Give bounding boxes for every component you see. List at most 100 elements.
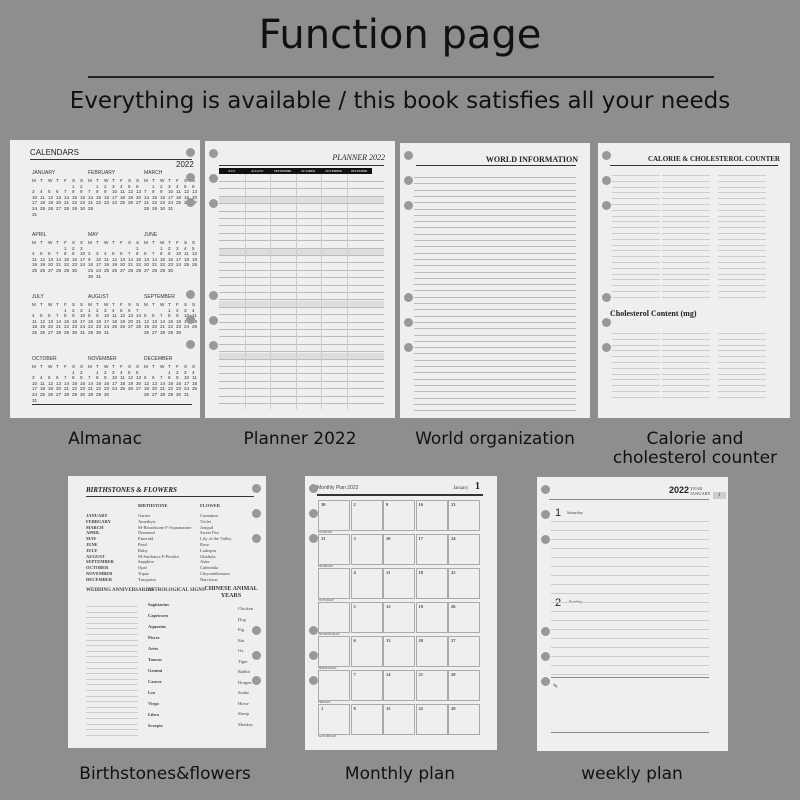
day: 7 bbox=[160, 313, 163, 319]
calorie-row bbox=[612, 227, 660, 229]
calorie-row bbox=[612, 285, 660, 287]
weekday: S bbox=[136, 240, 140, 245]
day: 20 bbox=[152, 324, 158, 330]
calorie-row bbox=[718, 175, 766, 176]
day: 20 bbox=[120, 262, 126, 268]
calorie-row bbox=[662, 273, 710, 275]
weekday-label: SUNDAY bbox=[318, 530, 333, 534]
planner-row bbox=[219, 388, 384, 390]
day: 5 bbox=[144, 375, 147, 381]
day: 14 bbox=[88, 380, 94, 386]
day-number: 8 bbox=[353, 706, 356, 711]
planner-row bbox=[219, 336, 384, 338]
binder-hole bbox=[541, 627, 550, 636]
day: 18 bbox=[184, 256, 190, 262]
flower: Carnation bbox=[200, 513, 218, 518]
day: 22 bbox=[168, 324, 174, 330]
day: 17 bbox=[32, 200, 38, 206]
day: 25 bbox=[192, 324, 198, 330]
binder-hole bbox=[186, 173, 195, 182]
calorie-row bbox=[612, 238, 660, 240]
weekday: F bbox=[120, 178, 123, 183]
day: 27 bbox=[128, 324, 134, 330]
day: 22 bbox=[72, 386, 78, 392]
day: 27 bbox=[152, 391, 158, 397]
day: 25 bbox=[120, 200, 126, 206]
weekday: T bbox=[40, 178, 43, 183]
world-row bbox=[414, 328, 576, 330]
day: 5 bbox=[128, 183, 131, 189]
weekday: S bbox=[72, 302, 76, 307]
binder-hole bbox=[602, 176, 611, 185]
calorie-row bbox=[612, 233, 660, 234]
flower: Violet bbox=[200, 518, 211, 524]
weekday: S bbox=[184, 302, 188, 307]
anniversary-row bbox=[86, 611, 138, 613]
calorie-label: Calorie and cholesterol counter bbox=[590, 430, 800, 468]
day: 13 bbox=[136, 375, 142, 381]
binder-hole bbox=[404, 293, 413, 302]
weekday: S bbox=[136, 178, 140, 183]
calorie-row bbox=[718, 198, 766, 200]
calorie-row bbox=[612, 221, 660, 223]
monthly-month: January bbox=[453, 486, 469, 491]
day-number: 30 bbox=[321, 502, 326, 507]
day-number: 24 bbox=[451, 536, 456, 541]
day: 29 bbox=[96, 391, 102, 397]
calorie-row bbox=[662, 244, 710, 246]
day: 10 bbox=[80, 251, 86, 257]
day: 23 bbox=[88, 267, 94, 273]
binder-hole bbox=[404, 176, 413, 185]
weekday: S bbox=[192, 364, 196, 369]
weekday: S bbox=[72, 178, 76, 183]
day-number: 17 bbox=[418, 536, 424, 541]
day: 27 bbox=[56, 391, 62, 397]
day: 8 bbox=[152, 189, 155, 195]
month-calendar: NOVEMBER M T W T F S S 1 2 3 4 5 6 7 8 9 10 11 12 13 14 15 16 17… bbox=[88, 356, 144, 398]
day: 5 bbox=[112, 251, 115, 257]
day: 22 bbox=[64, 262, 70, 268]
month-name: OCTOBER bbox=[32, 356, 57, 362]
world-row bbox=[414, 214, 576, 216]
day-cell: 19 bbox=[415, 602, 448, 633]
month-name: AUGUST bbox=[88, 294, 109, 300]
planner-month: DECEMBER bbox=[351, 169, 368, 173]
day: 22 bbox=[96, 200, 102, 206]
calorie-row bbox=[662, 186, 710, 188]
day: 20 bbox=[152, 386, 158, 392]
flower: Narcissus bbox=[200, 576, 218, 582]
world-row bbox=[414, 208, 576, 210]
weekday-label: SATURDAY bbox=[318, 734, 337, 738]
day: 19 bbox=[40, 324, 46, 330]
day: 19 bbox=[40, 262, 46, 268]
cholesterol-row bbox=[662, 385, 710, 387]
day: 14 bbox=[152, 256, 158, 262]
month-tab[interactable]: 1 bbox=[713, 492, 726, 499]
weekday: T bbox=[112, 240, 115, 245]
chinese-animal: Dragon bbox=[238, 679, 252, 685]
astrological-sign: Virgo bbox=[148, 701, 159, 706]
binder-hole bbox=[541, 510, 550, 519]
weekday: M bbox=[88, 178, 92, 183]
monthly-label: Monthly plan bbox=[344, 764, 456, 784]
day: 23 bbox=[96, 324, 102, 330]
day: 25 bbox=[40, 391, 46, 397]
anniversary-row bbox=[86, 656, 138, 658]
planner-row bbox=[219, 247, 384, 249]
binder-hole bbox=[309, 676, 318, 685]
divider bbox=[551, 732, 709, 733]
calorie-row bbox=[718, 221, 766, 223]
world-row bbox=[414, 221, 576, 223]
day-number: 15 bbox=[386, 706, 391, 711]
calorie-row bbox=[662, 296, 710, 298]
day: 3 bbox=[32, 189, 35, 195]
cholesterol-row bbox=[662, 333, 710, 334]
weekday: S bbox=[80, 364, 84, 369]
planner-row bbox=[219, 380, 384, 382]
day: 1 bbox=[136, 245, 139, 251]
binder-hole bbox=[541, 535, 550, 544]
planner-row bbox=[219, 240, 384, 242]
anniversary-row bbox=[86, 678, 138, 680]
day1-number: 1 bbox=[555, 507, 562, 519]
